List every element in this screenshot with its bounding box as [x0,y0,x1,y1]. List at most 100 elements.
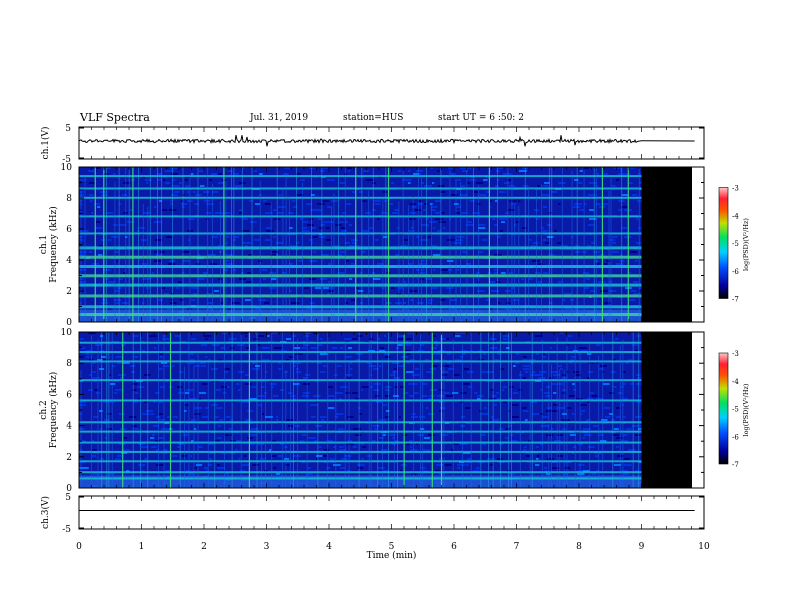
noise-cell [573,446,577,448]
noise-cell [141,470,145,472]
noise-cell [563,473,569,475]
noise-cell [579,170,583,172]
noise-cell [85,230,89,232]
noise-cell [324,449,330,451]
noise-cell [545,395,551,397]
noise-cell [349,224,353,226]
noise-cell [133,335,139,337]
noise-cell [463,383,470,385]
noise-cell [246,281,252,283]
noise-cell [506,428,510,430]
noise-cell [79,179,87,181]
noise-cell [457,467,461,469]
noise-cell [317,362,323,364]
emission-band [79,430,642,433]
noise-cell [535,335,543,337]
x-tick-label: 8 [576,542,582,552]
noise-cell [496,392,499,394]
noise-cell [245,419,253,421]
noise-cell [612,251,619,253]
noise-cell [138,464,146,466]
noise-cell [303,383,311,385]
noise-cell [191,440,194,442]
noise-cell [261,386,265,388]
noise-cell [167,308,172,310]
noise-cell [590,290,596,292]
noise-cell [442,371,449,373]
noise-cell [170,302,177,304]
x-tick-label: 7 [514,542,520,552]
ch3-waveform-ytick-top: 5 [65,493,71,503]
noise-cell [79,401,86,403]
noise-cell [525,371,529,373]
noise-cell [210,263,217,265]
noise-cell [79,356,84,358]
noise-cell [580,413,583,415]
noise-cell [285,464,290,466]
noise-cell [119,203,122,205]
noise-cell [356,287,360,289]
noise-cell [245,245,248,247]
noise-cell [583,437,586,439]
noise-cell [209,179,213,181]
noise-cell [528,440,531,442]
noise-cell [130,365,136,367]
noise-cell [540,389,543,391]
noise-cell [455,335,461,337]
noise-cell [409,440,413,442]
noise-cell [160,251,165,253]
noise-cell [433,353,441,355]
noise-cell [157,179,163,181]
noise-cell [588,446,595,448]
noise-cell [632,344,638,346]
noise-cell [511,440,518,442]
noise-cell [159,353,164,355]
noise-cell [204,467,209,469]
noise-cell [92,449,97,451]
noise-cell [537,185,540,187]
noise-cell [596,470,600,472]
noise-cell [523,449,527,451]
noise-cell [397,338,405,340]
noise-cell [410,290,418,292]
noise-cell [150,413,155,415]
noise-cell [512,416,519,418]
noise-cell [504,182,510,184]
noise-cell [612,242,617,244]
noise-cell [429,221,437,223]
noise-cell [385,389,390,391]
noise-cell [536,458,539,460]
noise-cell [352,392,358,394]
noise-cell [615,338,619,340]
x-tick-label: 9 [639,542,645,552]
x-tick-label: 0 [76,542,82,552]
noise-cell [571,356,576,358]
noise-cell [440,299,446,301]
noise-cell [264,302,270,304]
noise-cell [168,263,176,265]
noise-cell [419,416,426,418]
noise-cell [545,242,551,244]
noise-cell [398,335,405,337]
ch2-spectrogram-ylabel: Frequency (kHz) [48,372,59,449]
noise-cell [366,179,374,181]
noise-cell [347,416,354,418]
ch1-spectrogram-ylabel: Frequency (kHz) [48,206,59,283]
noise-cell [594,167,597,169]
noise-cell [474,392,478,394]
noise-cell [497,458,503,460]
noise-cell [409,230,415,232]
noise-cell [467,182,471,184]
noise-cell [503,335,510,337]
noise-cell [184,404,189,406]
noise-cell [587,245,592,247]
noise-cell [176,287,179,289]
noise-cell [242,230,250,232]
noise-cell [273,209,277,211]
noise-cell [108,239,112,241]
noise-cell [286,359,290,361]
noise-cell [490,347,498,349]
noise-cell [263,200,267,202]
noise-cell [291,302,299,304]
noise-cell [431,206,438,208]
